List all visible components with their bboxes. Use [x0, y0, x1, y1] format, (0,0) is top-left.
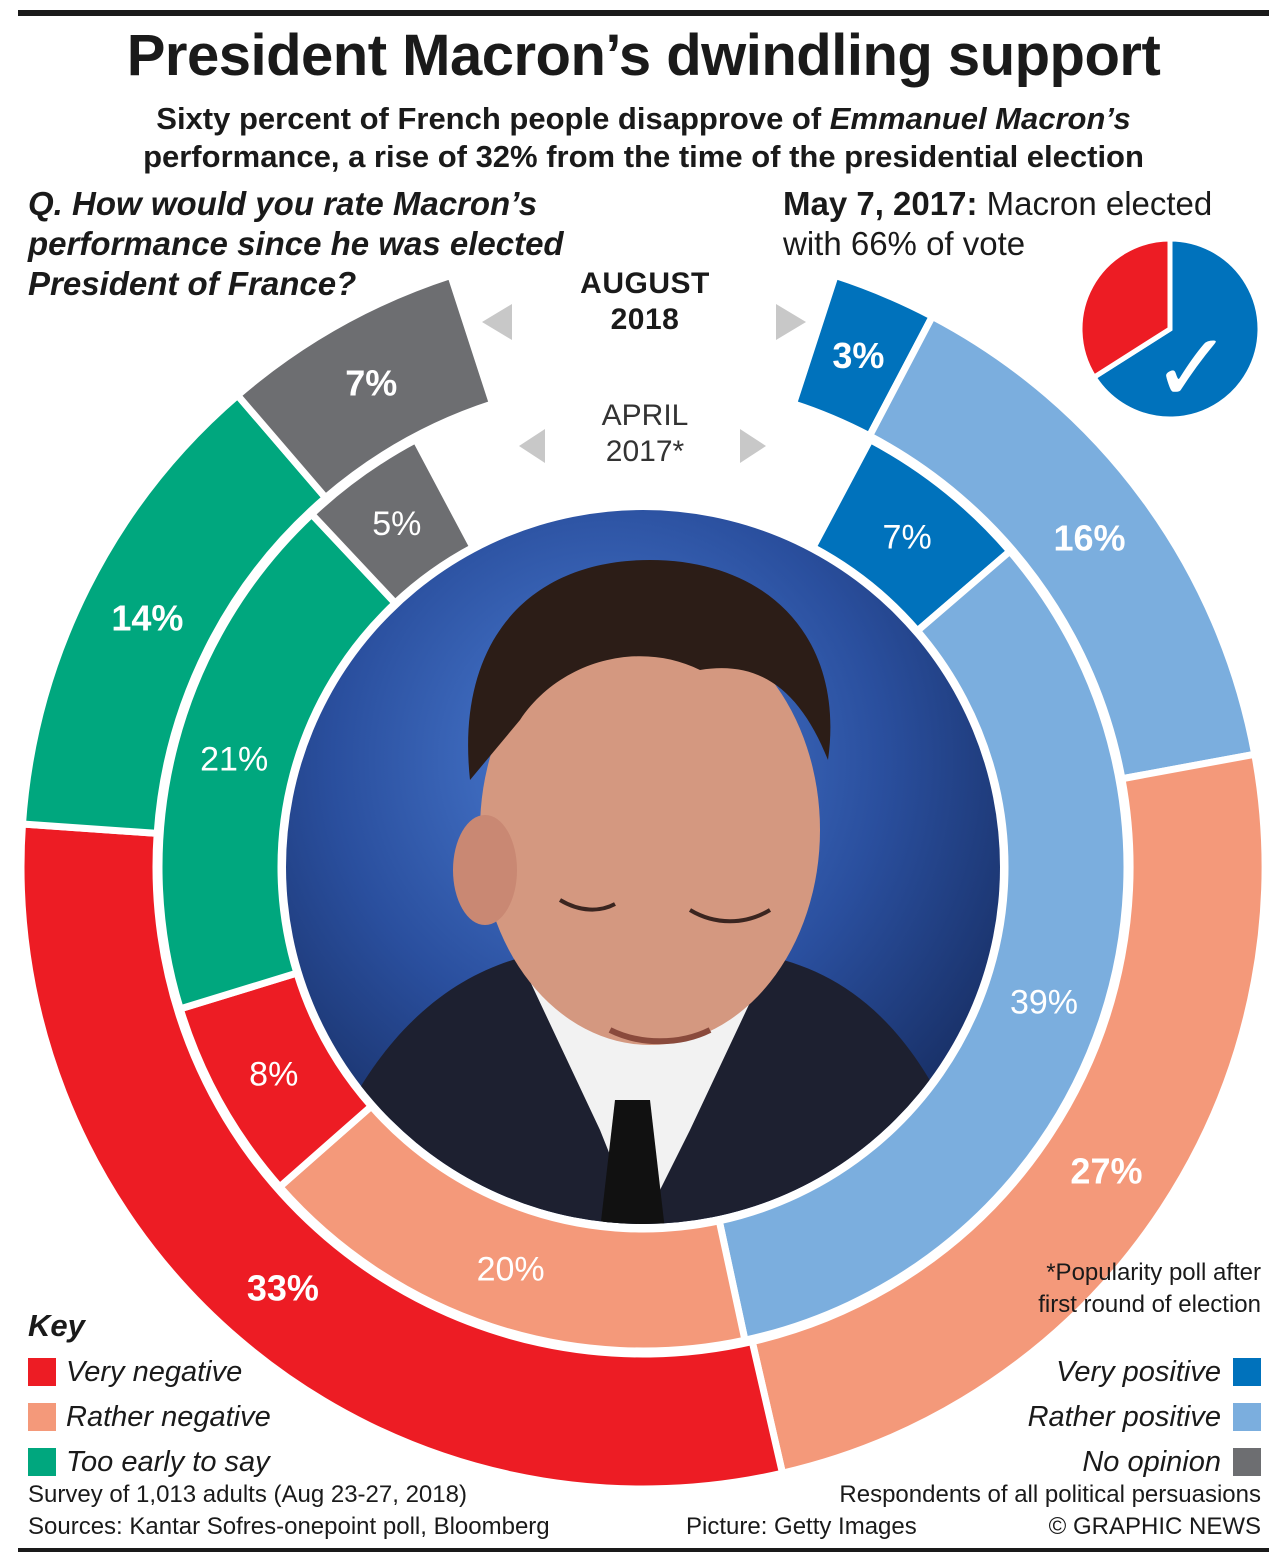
outer-ring-label-rather-negative: 27%	[1070, 1150, 1142, 1191]
key-very-negative: Very negative	[66, 1356, 243, 1388]
ring-label-august-2018: AUGUST 2018	[545, 266, 745, 338]
footnote-popularity-poll: *Popularity poll after first round of el…	[1038, 1259, 1261, 1318]
inner-ring-label-rather-positive: 39%	[1010, 984, 1078, 1022]
swatch-rather-positive	[1233, 1403, 1261, 1431]
swatch-no-opinion	[1233, 1448, 1261, 1476]
footer-respondents: Respondents of all political persuasions	[839, 1481, 1261, 1508]
inner-ring-segment-no-opinion	[306, 434, 478, 609]
outer-ring-label-very-positive: 3%	[832, 335, 884, 376]
page-title: President Macron’s dwindling support	[126, 23, 1161, 88]
election-date: May 7, 2017:	[783, 185, 978, 222]
inner-ring-segment-rather-positive	[715, 546, 1131, 1345]
top-rule	[18, 10, 1269, 16]
subtitle-name: Emmanuel Macron’s	[829, 101, 1131, 136]
ring-pointer-arrows	[482, 304, 806, 463]
outer-ring-label-rather-positive: 16%	[1054, 517, 1126, 558]
election-pie-slice-other	[1077, 236, 1173, 381]
subtitle-line2: performance, a rise of 32% from the time…	[143, 139, 1144, 174]
key-too-early: Too early to say	[66, 1446, 270, 1478]
election-pie-chart: ✓	[1077, 236, 1263, 424]
swatch-too-early	[28, 1448, 56, 1476]
inner-ring-label-very-negative: 8%	[249, 1055, 298, 1093]
key-rather-positive: Rather positive	[1027, 1401, 1221, 1433]
election-text: Macron elected with 66% of vote	[783, 185, 1213, 262]
inner-ring-label-too-early: 21%	[200, 740, 268, 778]
ring-label-month: APRIL	[601, 399, 689, 432]
election-note: May 7, 2017: Macron elected with 66% of …	[783, 184, 1263, 264]
outer-ring-label-no-opinion: 7%	[345, 363, 397, 404]
ring-label-year: 2017*	[605, 435, 685, 468]
survey-question: Q. How would you rate Macron’s performan…	[28, 185, 564, 302]
swatch-rather-negative	[28, 1403, 56, 1431]
key-rather-negative: Rather negative	[66, 1401, 271, 1433]
swatch-very-negative	[28, 1358, 56, 1386]
inner-ring-label-no-opinion: 5%	[372, 505, 421, 543]
checkmark-icon: ✓	[1152, 312, 1232, 424]
footer-copyright: © GRAPHIC NEWS	[1048, 1513, 1261, 1540]
inner-ring-label-very-positive: 7%	[883, 519, 932, 557]
outer-ring-label-very-negative: 33%	[247, 1268, 319, 1309]
bottom-rule	[18, 1548, 1269, 1552]
swatch-very-positive	[1233, 1358, 1261, 1386]
key-title: Key	[28, 1308, 85, 1343]
key-no-opinion: No opinion	[1082, 1446, 1221, 1478]
election-pie-slice-macron	[1090, 236, 1263, 422]
key-very-positive: Very positive	[1056, 1356, 1221, 1388]
footer-sources: Sources: Kantar Sofres-onepoint poll, Bl…	[28, 1513, 550, 1540]
inner-ring-label-rather-negative: 20%	[477, 1251, 545, 1289]
ring-label-month: AUGUST	[580, 267, 710, 300]
subtitle-line1: Sixty percent of French people disapprov…	[156, 101, 830, 136]
footer-survey: Survey of 1,013 adults (Aug 23-27, 2018)	[28, 1481, 467, 1508]
ring-label-year: 2018	[610, 303, 680, 336]
subtitle: Sixty percent of French people disapprov…	[0, 100, 1287, 176]
footer-picture-credit: Picture: Getty Images	[686, 1513, 917, 1540]
ring-label-april-2017: APRIL 2017*	[545, 398, 745, 470]
outer-ring-label-too-early: 14%	[111, 597, 183, 638]
macron-portrait-photo	[286, 510, 1000, 1224]
